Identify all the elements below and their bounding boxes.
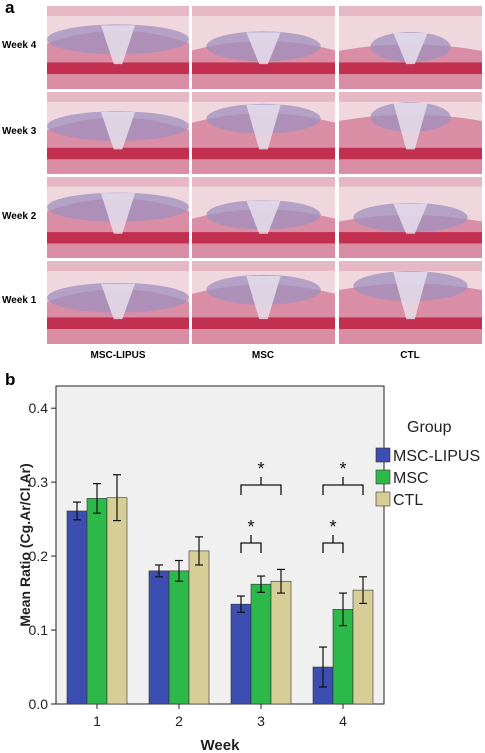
legend-label-msc-lipus: MSC-LIPUS (393, 448, 480, 465)
legend-label-ctl: CTL (393, 492, 423, 509)
legend-title: Group (407, 419, 452, 436)
histology-image-ctl-week-2 (339, 177, 482, 258)
y-tick-label: 0.0 (29, 696, 49, 712)
x-axis-label: Week (201, 737, 241, 753)
bar-ctl-week-1 (106, 497, 128, 705)
row-label-week-1: Week 1 (2, 295, 37, 306)
row-label-week-3: Week 3 (2, 126, 37, 137)
column-label-ctl: CTL (400, 350, 420, 361)
histology-image-msc-lipus-week-3 (47, 92, 189, 174)
row-label-week-2: Week 2 (2, 211, 37, 222)
legend-swatch-msc-lipus (375, 447, 391, 463)
bar-msc-lipus-week-3 (230, 603, 252, 705)
histology-image-msc-week-2 (192, 177, 335, 258)
histology-image-msc-week-3 (192, 92, 335, 174)
bar-msc-lipus-week-2 (148, 570, 170, 705)
y-tick-label: 0.2 (29, 548, 49, 564)
column-label-msc: MSC (251, 350, 275, 361)
histology-image-ctl-week-4 (339, 6, 482, 89)
bar-msc-week-2 (168, 570, 190, 705)
row-label-week-4: Week 4 (2, 40, 37, 51)
bar-msc-week-3 (250, 583, 272, 705)
histology-image-msc-week-4 (192, 6, 335, 89)
significance-star: * (329, 517, 336, 537)
x-tick-label: 4 (339, 713, 347, 729)
panel-b-letter: b (5, 370, 16, 389)
bar-msc-week-1 (86, 498, 108, 705)
y-tick-label: 0.1 (29, 622, 49, 638)
bar-ctl-week-4 (352, 589, 374, 705)
histology-image-msc-lipus-week-1 (47, 261, 189, 344)
bar-msc-lipus-week-1 (66, 510, 88, 705)
histology-image-msc-lipus-week-4 (47, 6, 189, 89)
histology-image-msc-week-1 (192, 261, 335, 344)
x-tick-label: 1 (93, 713, 101, 729)
histology-image-msc-lipus-week-2 (47, 177, 189, 258)
bar-ctl-week-2 (188, 550, 210, 705)
column-label-msc-lipus: MSC-LIPUS (90, 350, 146, 361)
legend-label-msc: MSC (393, 470, 429, 487)
y-axis-label: Mean Ratio (Cg.Ar/Cl.Ar) (17, 463, 33, 626)
significance-star: * (247, 517, 254, 537)
legend-swatch-ctl (375, 491, 391, 507)
histology-image-ctl-week-3 (339, 92, 482, 174)
x-tick-label: 3 (257, 713, 265, 729)
histology-image-ctl-week-1 (339, 261, 482, 344)
bar-ctl-week-3 (270, 580, 292, 705)
x-tick-label: 2 (175, 713, 183, 729)
y-tick-label: 0.3 (29, 474, 49, 490)
significance-star: * (339, 459, 346, 479)
y-tick-label: 0.4 (29, 400, 49, 416)
legend-swatch-msc (375, 469, 391, 485)
panel-a-letter: a (5, 0, 15, 17)
significance-star: * (257, 459, 264, 479)
